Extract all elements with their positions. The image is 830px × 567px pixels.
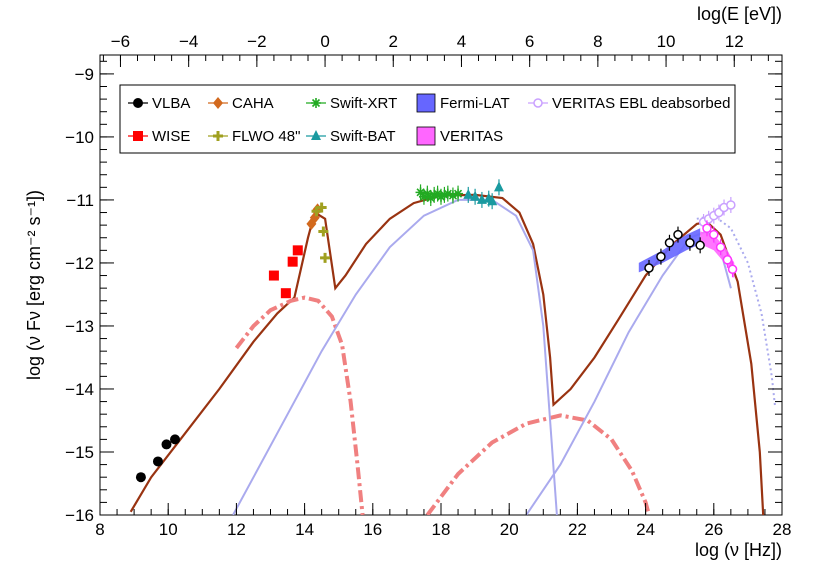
top-tick-label: 12 xyxy=(725,32,744,51)
x-tick-label: 28 xyxy=(773,520,792,539)
legend-marker xyxy=(213,97,223,109)
top-tick-label: −4 xyxy=(179,32,198,51)
legend-label: CAHA xyxy=(232,95,274,112)
point-8-3 xyxy=(722,255,733,265)
point-3-0 xyxy=(311,206,322,217)
legend-marker xyxy=(533,98,543,108)
top-axis: −6 −4 −2 0 2 4 6 8 10 12 xyxy=(102,32,769,67)
top-tick-label: 10 xyxy=(657,32,676,51)
legend-label: VLBA xyxy=(152,95,190,112)
point-4-7 xyxy=(439,189,450,200)
point-8-1 xyxy=(709,229,719,240)
point-6-2 xyxy=(664,238,675,248)
point-5-0 xyxy=(463,188,474,199)
top-tick-label: 0 xyxy=(320,32,329,51)
top-tick-label: 6 xyxy=(525,32,534,51)
y-tick-label: −13 xyxy=(65,317,94,336)
top-tick-label: 8 xyxy=(593,32,602,51)
point-4-4 xyxy=(429,189,440,200)
point-3-1 xyxy=(316,202,327,213)
x-tick-label: 10 xyxy=(159,520,178,539)
legend: VLBA CAHA Swift-XRT Fermi-LAT VERITAS EBL de… xyxy=(119,84,736,154)
curve-2 xyxy=(425,413,651,515)
y-tick-label: −11 xyxy=(66,191,94,210)
point-0-3 xyxy=(170,434,181,445)
point-1-3 xyxy=(292,245,303,256)
x-axis: 8 10 12 14 16 18 20 22 24 26 28 xyxy=(95,503,791,539)
point-3-2 xyxy=(318,226,329,237)
x-tick-label: 26 xyxy=(704,520,723,539)
point-0-2 xyxy=(161,439,172,450)
y-tick-label: −12 xyxy=(65,254,94,273)
x-tick-label: 16 xyxy=(363,520,382,539)
top-tick-label: 4 xyxy=(457,32,466,51)
point-4-10 xyxy=(453,188,464,199)
x-tick-label: 14 xyxy=(295,520,314,539)
point-6-0 xyxy=(644,263,654,273)
top-tick-label: −6 xyxy=(111,32,130,51)
point-6-1 xyxy=(656,251,666,262)
legend-marker xyxy=(311,98,321,108)
point-7-5 xyxy=(726,200,736,210)
y-axis-label: log (ν Fν [erg cm⁻² s⁻¹]) xyxy=(24,190,44,380)
point-6-5 xyxy=(695,240,705,251)
point-4-9 xyxy=(447,190,458,201)
point-6-4 xyxy=(685,238,695,248)
y-tick-label: −14 xyxy=(65,380,94,399)
y-tick-label: −15 xyxy=(65,443,94,462)
legend-label: Swift-BAT xyxy=(330,128,396,145)
point-1-1 xyxy=(280,288,291,299)
point-8-2 xyxy=(715,242,726,252)
top-tick-label: 2 xyxy=(389,32,398,51)
x-tick-label: 18 xyxy=(432,520,451,539)
band-1 xyxy=(700,231,735,279)
point-3-3 xyxy=(320,252,331,263)
legend-label: VERITAS EBL deabsorbed xyxy=(552,95,730,112)
y-axis: −16 −15 −14 −13 −12 −11 −10 −9 xyxy=(65,60,782,525)
y-tick-label: −10 xyxy=(65,128,94,147)
point-5-4 xyxy=(487,195,498,206)
point-4-0 xyxy=(415,187,426,198)
x-tick-label: 22 xyxy=(568,520,587,539)
point-4-6 xyxy=(436,191,446,202)
curve-3 xyxy=(232,198,558,515)
x-axis-label: log (ν [Hz]) xyxy=(695,540,782,560)
point-5-1 xyxy=(470,190,481,201)
legend-marker xyxy=(311,130,321,140)
legend-label: Swift-XRT xyxy=(330,95,397,112)
x-tick-label: 8 xyxy=(95,520,104,539)
point-1-0 xyxy=(268,270,279,281)
top-axis-label: log(E [eV]) xyxy=(697,4,782,24)
curve-1 xyxy=(234,295,365,515)
point-4-8 xyxy=(442,188,453,199)
point-8-4 xyxy=(727,264,738,274)
y-tick-label: −16 xyxy=(65,506,94,525)
legend-label: VERITAS xyxy=(440,128,503,145)
point-1-2 xyxy=(287,256,298,267)
point-6-3 xyxy=(673,229,683,240)
x-tick-label: 12 xyxy=(227,520,246,539)
legend-swatch xyxy=(416,93,436,113)
legend-label: WISE xyxy=(152,128,190,145)
legend-marker xyxy=(213,131,223,141)
x-tick-label: 20 xyxy=(500,520,519,539)
top-tick-label: −2 xyxy=(247,32,266,51)
data-points xyxy=(135,179,738,483)
point-8-0 xyxy=(702,223,712,234)
x-tick-label: 24 xyxy=(636,520,655,539)
legend-swatch xyxy=(416,126,436,146)
point-0-0 xyxy=(135,472,146,483)
point-5-5 xyxy=(493,181,504,192)
legend-marker xyxy=(133,131,143,141)
y-tick-label: −9 xyxy=(75,65,94,84)
point-0-1 xyxy=(152,456,163,467)
legend-label: Fermi-LAT xyxy=(440,95,510,112)
legend-marker xyxy=(133,98,143,108)
point-4-2 xyxy=(422,188,433,199)
legend-label: FLWO 48" xyxy=(232,128,300,145)
